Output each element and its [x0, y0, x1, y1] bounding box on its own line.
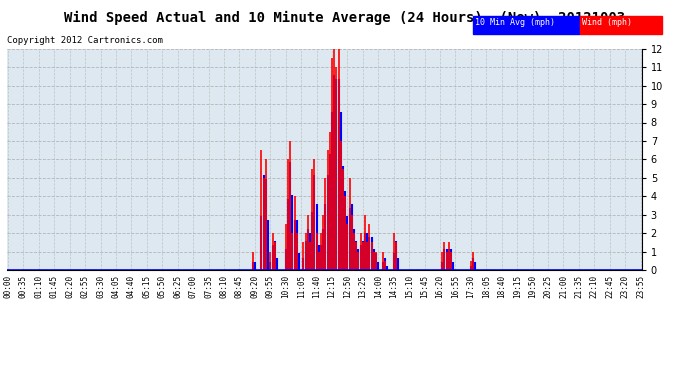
Text: Wind Speed Actual and 10 Minute Average (24 Hours)  (New)  20121003: Wind Speed Actual and 10 Minute Average … [64, 11, 626, 26]
Text: 10 Min Avg (mph): 10 Min Avg (mph) [475, 18, 555, 27]
Text: Copyright 2012 Cartronics.com: Copyright 2012 Cartronics.com [7, 36, 163, 45]
Text: Wind (mph): Wind (mph) [582, 18, 632, 27]
